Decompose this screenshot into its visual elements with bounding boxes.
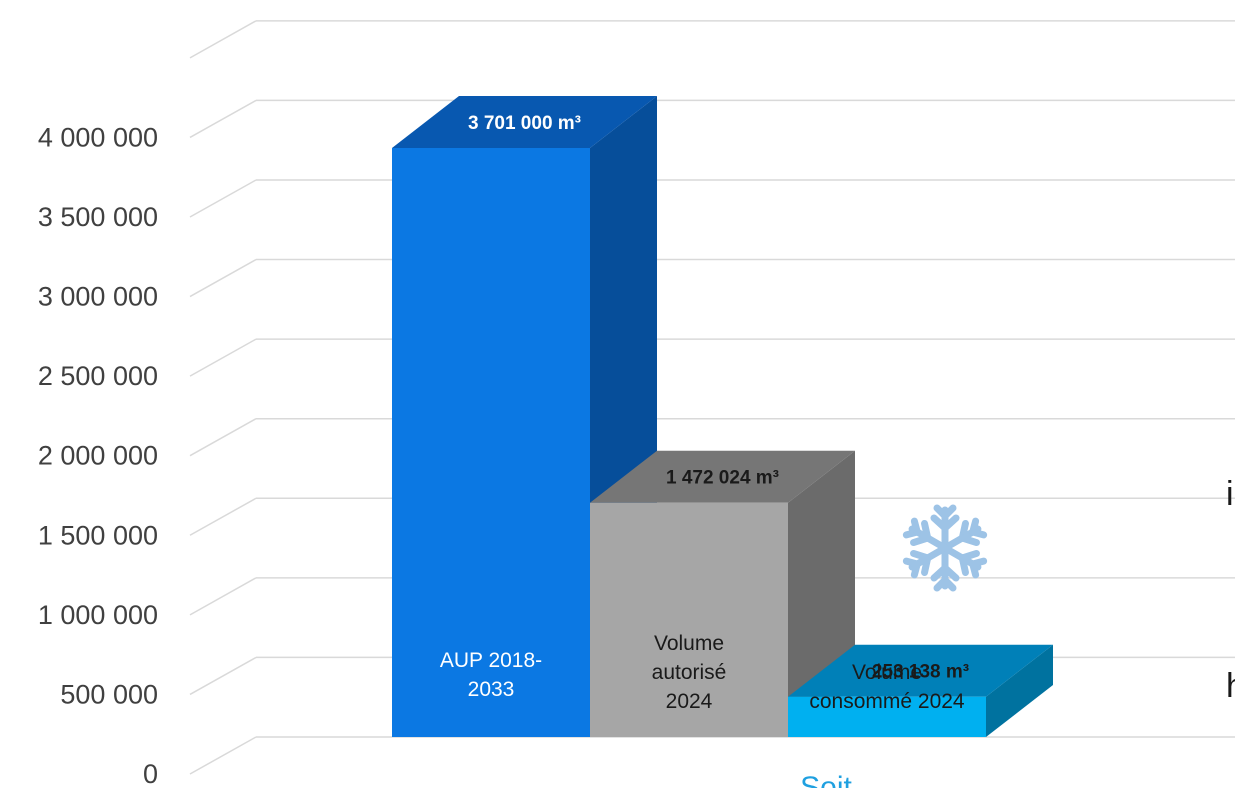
- gridline-diagonal: [189, 20, 257, 59]
- y-axis-ticks: 0 500 000 1 000 000 1 500 000 2 000 000 2 500…: [38, 122, 158, 788]
- gridline-diagonal: [189, 497, 257, 536]
- category-label: Volume: [654, 632, 724, 655]
- y-tick-label: 1 000 000: [38, 600, 158, 630]
- bars: 3 701 000 m³ AUP 2018- 2033 1 472 024 m³ Vol…: [392, 96, 1053, 737]
- y-tick-label: 2 000 000: [38, 441, 158, 471]
- y-tick-label: 3 500 000: [38, 202, 158, 232]
- category-label: 2033: [468, 678, 515, 701]
- category-label: consommé 2024: [809, 690, 965, 713]
- data-label: 3 701 000 m³: [468, 113, 581, 134]
- y-tick-label: 0: [143, 759, 158, 788]
- gridline-diagonal: [189, 736, 257, 775]
- data-label: 253 138 m³: [872, 662, 969, 683]
- bar: [392, 148, 590, 737]
- bar: [590, 502, 788, 737]
- y-tick-label: 4 000 000: [38, 122, 158, 152]
- category-label: 2024: [666, 690, 713, 713]
- category-label: autorisé: [652, 661, 727, 684]
- gridline-diagonal: [189, 338, 257, 377]
- gridline-diagonal: [189, 179, 257, 218]
- gridline-diagonal: [189, 99, 257, 139]
- category-label: AUP 2018-: [440, 649, 542, 672]
- right-clipped-text-1: i: [1226, 475, 1234, 513]
- bar-top: [788, 644, 1053, 697]
- bar-top: [590, 450, 855, 503]
- bar-group: 1 472 024 m³ Volume autorisé 2024: [590, 450, 855, 737]
- right-clipped-text-2: h: [1226, 667, 1235, 705]
- y-tick-label: 500 000: [60, 679, 158, 709]
- footer-clipped-text: Soit: [800, 771, 852, 788]
- bar-side: [986, 644, 1053, 737]
- bar: [788, 696, 986, 737]
- gridline-diagonal: [189, 418, 257, 457]
- y-tick-label: 2 500 000: [38, 361, 158, 391]
- bar-top: [392, 96, 657, 148]
- gridline-diagonal: [189, 577, 257, 616]
- snowflake-icon: [905, 504, 985, 588]
- y-tick-label: 3 000 000: [38, 282, 158, 312]
- category-label: Volume: [852, 661, 922, 684]
- gridline-diagonal: [189, 258, 257, 298]
- gridline-diagonal: [189, 656, 257, 696]
- data-label: 1 472 024 m³: [666, 468, 779, 489]
- y-tick-label: 1 500 000: [38, 520, 158, 550]
